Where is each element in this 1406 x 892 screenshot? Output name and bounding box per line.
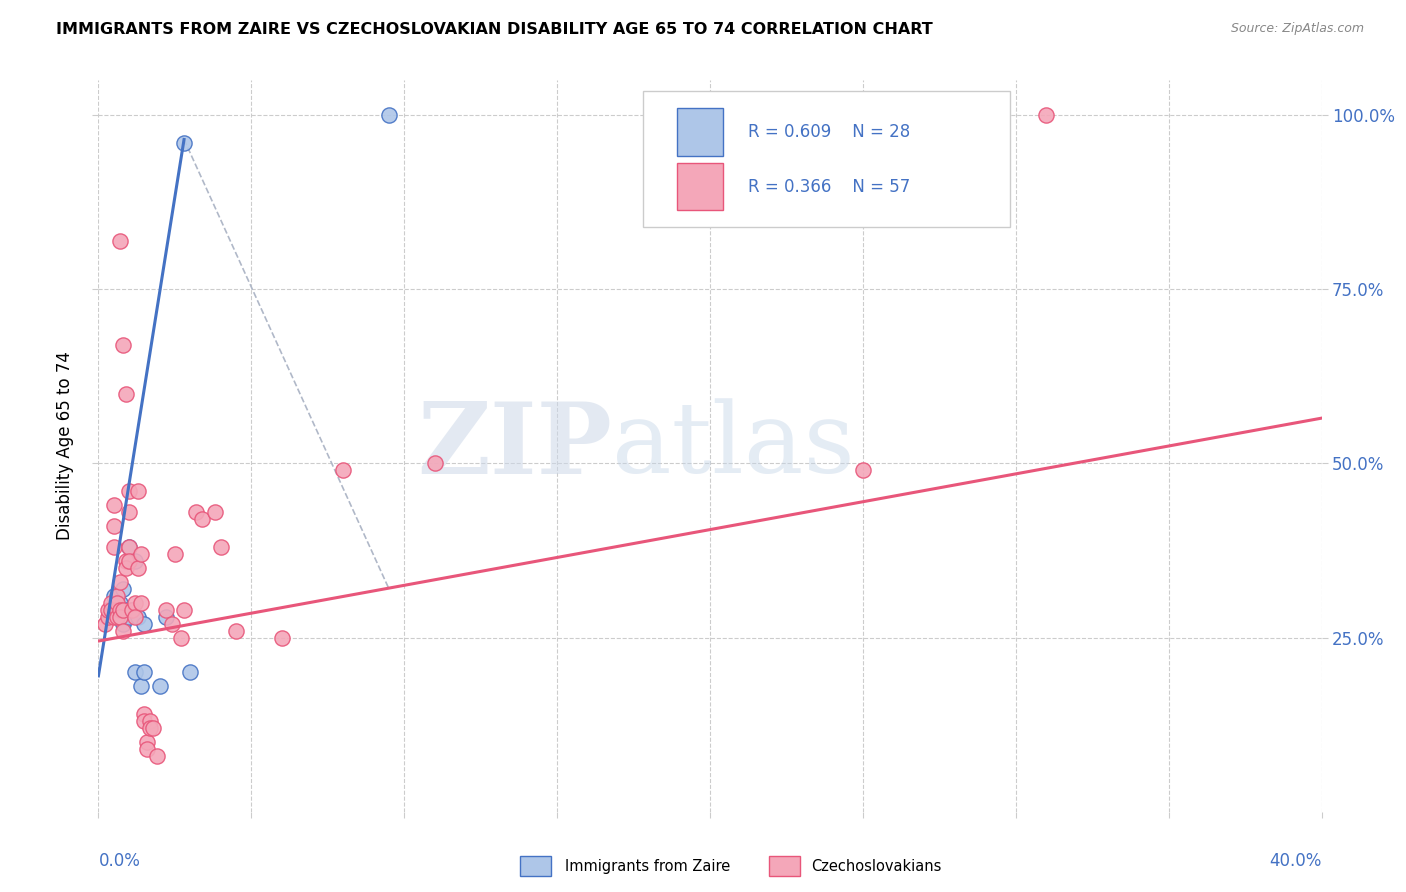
Point — [111, 616, 134, 631]
Point — [127, 561, 149, 575]
Point — [103, 589, 125, 603]
Point — [127, 484, 149, 499]
Point — [204, 505, 226, 519]
Point — [378, 108, 401, 122]
Text: R = 0.609    N = 28: R = 0.609 N = 28 — [748, 123, 910, 141]
Point — [149, 679, 172, 693]
Point — [134, 665, 156, 680]
Point — [105, 603, 128, 617]
Point — [108, 609, 131, 624]
Point — [93, 616, 115, 631]
Point — [186, 505, 208, 519]
Point — [105, 596, 128, 610]
Point — [179, 665, 201, 680]
Point — [115, 603, 138, 617]
Point — [134, 714, 156, 728]
Point — [118, 554, 141, 568]
Point — [111, 338, 134, 352]
Point — [136, 735, 159, 749]
Point — [111, 603, 134, 617]
Point — [105, 589, 128, 603]
Point — [100, 596, 122, 610]
Point — [111, 609, 134, 624]
Point — [173, 136, 195, 150]
Point — [97, 609, 120, 624]
Point — [111, 582, 134, 596]
Point — [163, 547, 186, 561]
Point — [108, 609, 131, 624]
Bar — [678, 163, 724, 211]
Point — [155, 603, 177, 617]
Bar — [678, 108, 724, 155]
Point — [225, 624, 247, 638]
Point — [103, 609, 125, 624]
Point — [423, 457, 446, 471]
Point — [124, 609, 146, 624]
Text: IMMIGRANTS FROM ZAIRE VS CZECHOSLOVAKIAN DISABILITY AGE 65 TO 74 CORRELATION CHA: IMMIGRANTS FROM ZAIRE VS CZECHOSLOVAKIAN… — [56, 22, 934, 37]
Point — [118, 540, 141, 554]
Point — [129, 547, 152, 561]
Point — [121, 603, 143, 617]
Point — [129, 596, 152, 610]
Point — [118, 505, 141, 519]
Point — [134, 616, 156, 631]
Point — [118, 609, 141, 624]
Y-axis label: Disability Age 65 to 74: Disability Age 65 to 74 — [56, 351, 75, 541]
Point — [118, 554, 141, 568]
Text: Source: ZipAtlas.com: Source: ZipAtlas.com — [1230, 22, 1364, 36]
Point — [121, 603, 143, 617]
Text: 40.0%: 40.0% — [1270, 852, 1322, 870]
Point — [108, 603, 131, 617]
Point — [145, 749, 167, 764]
Point — [105, 603, 128, 617]
Point — [124, 554, 146, 568]
Point — [332, 463, 354, 477]
Point — [191, 512, 214, 526]
Point — [115, 561, 138, 575]
Point — [270, 631, 292, 645]
Point — [103, 603, 125, 617]
Text: R = 0.366    N = 57: R = 0.366 N = 57 — [748, 178, 910, 195]
Point — [173, 603, 195, 617]
Point — [129, 679, 152, 693]
Text: Czechoslovakians: Czechoslovakians — [811, 859, 942, 873]
Point — [118, 484, 141, 499]
Point — [108, 603, 131, 617]
Point — [103, 603, 125, 617]
Point — [852, 463, 875, 477]
Point — [134, 707, 156, 722]
Point — [108, 596, 131, 610]
FancyBboxPatch shape — [643, 91, 1010, 227]
Text: ZIP: ZIP — [418, 398, 612, 494]
Point — [105, 596, 128, 610]
Point — [170, 631, 193, 645]
Text: atlas: atlas — [612, 398, 855, 494]
Point — [124, 596, 146, 610]
Point — [115, 554, 138, 568]
Point — [127, 609, 149, 624]
Point — [103, 603, 125, 617]
Point — [97, 603, 120, 617]
Point — [105, 609, 128, 624]
Point — [103, 519, 125, 533]
Point — [100, 603, 122, 617]
Point — [139, 714, 162, 728]
Point — [108, 574, 131, 589]
Point — [139, 721, 162, 735]
Point — [136, 742, 159, 756]
Point — [115, 386, 138, 401]
Point — [103, 498, 125, 512]
Point — [108, 234, 131, 248]
Point — [142, 721, 165, 735]
Point — [103, 540, 125, 554]
Point — [1035, 108, 1057, 122]
Point — [160, 616, 183, 631]
Point — [118, 540, 141, 554]
Text: 0.0%: 0.0% — [98, 852, 141, 870]
Point — [209, 540, 232, 554]
Text: Immigrants from Zaire: Immigrants from Zaire — [565, 859, 731, 873]
Point — [155, 609, 177, 624]
Point — [111, 624, 134, 638]
Point — [124, 665, 146, 680]
